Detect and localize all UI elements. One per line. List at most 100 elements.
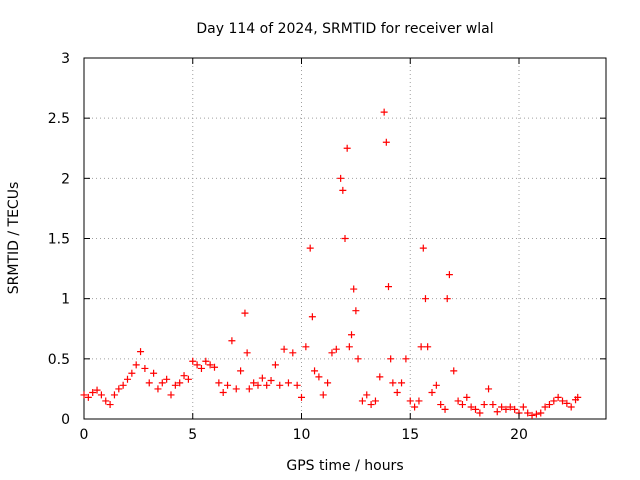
data-point: [128, 369, 136, 377]
data-point: [532, 410, 540, 418]
data-point: [154, 385, 162, 393]
data-point: [137, 348, 145, 356]
data-point: [363, 391, 371, 399]
data-point: [324, 379, 332, 387]
data-point: [115, 385, 123, 393]
y-tick-label: 1.5: [48, 232, 70, 248]
data-point: [184, 375, 192, 383]
data-point: [319, 391, 327, 399]
chart-title: Day 114 of 2024, SRMTID for receiver wla…: [196, 21, 493, 37]
data-point: [176, 379, 184, 387]
data-point: [163, 375, 171, 383]
y-tick-label: 3: [61, 51, 70, 67]
data-point: [563, 399, 571, 407]
data-point: [211, 363, 218, 371]
x-tick-label: 10: [293, 427, 311, 443]
data-point: [243, 349, 251, 357]
data-point: [315, 373, 323, 381]
data-point: [298, 393, 305, 401]
data-point: [241, 309, 249, 317]
data-point: [402, 355, 410, 363]
data-point: [489, 401, 497, 409]
data-point: [339, 186, 347, 194]
data-point: [428, 389, 436, 397]
data-point: [519, 403, 527, 411]
data-point: [545, 401, 553, 409]
data-point: [311, 367, 319, 375]
data-point: [224, 381, 232, 389]
data-point: [250, 379, 258, 387]
data-point: [284, 379, 292, 387]
y-ticks: 0 0.5 1 1.5 2 2.5 3: [48, 51, 606, 428]
data-point: [419, 244, 427, 252]
data-point: [232, 385, 240, 393]
y-tick-label: 2.5: [48, 111, 70, 127]
data-point: [348, 331, 356, 339]
data-point: [567, 403, 575, 411]
data-point: [350, 285, 358, 293]
data-point: [132, 361, 140, 369]
data-point: [171, 381, 179, 389]
data-point: [376, 373, 384, 381]
x-tick-label: 20: [510, 427, 528, 443]
x-axis-label: GPS time / hours: [286, 458, 403, 474]
data-point: [150, 369, 158, 377]
data-point: [476, 409, 484, 417]
data-point: [559, 397, 566, 405]
data-point: [110, 391, 118, 399]
data-point: [189, 357, 197, 365]
data-point: [84, 393, 92, 401]
data-point: [502, 405, 510, 413]
data-point: [167, 391, 175, 399]
data-point: [432, 381, 440, 389]
data-point: [97, 391, 105, 399]
data-point: [258, 374, 266, 382]
data-point: [219, 389, 227, 397]
data-point: [332, 345, 340, 353]
data-point: [554, 393, 562, 401]
data-point: [341, 235, 349, 242]
data-point: [417, 343, 425, 351]
data-point: [437, 401, 445, 409]
data-point: [524, 409, 532, 417]
data-point: [124, 375, 131, 383]
data-point: [237, 367, 245, 375]
data-point: [343, 144, 351, 152]
data-point: [480, 401, 488, 409]
y-tick-label: 1: [61, 292, 70, 308]
data-point: [245, 385, 253, 393]
data-point: [441, 405, 449, 413]
data-point: [382, 138, 390, 146]
x-tick-label: 5: [188, 427, 197, 443]
data-point: [550, 397, 558, 405]
data-point: [276, 381, 284, 389]
data-point: [106, 401, 114, 409]
data-point: [180, 372, 188, 380]
data-point: [458, 401, 466, 409]
data-point: [352, 307, 360, 315]
x-ticks: 0 5 10 15 20: [80, 58, 528, 443]
data-point: [263, 381, 271, 389]
data-point: [271, 361, 279, 369]
data-point: [415, 397, 423, 405]
data-point: [380, 108, 388, 116]
data-point: [506, 403, 514, 411]
data-point: [306, 244, 314, 252]
data-point: [354, 355, 362, 363]
data-point: [411, 403, 419, 411]
data-point: [337, 174, 345, 182]
data-point: [193, 361, 201, 369]
data-point: [511, 405, 519, 413]
data-point: [202, 357, 210, 365]
data-point: [367, 401, 375, 409]
data-point: [541, 403, 549, 411]
data-point: [574, 393, 582, 401]
data-point: [387, 355, 395, 363]
data-point: [308, 313, 316, 321]
data-point: [358, 397, 366, 405]
data-point: [485, 385, 493, 393]
data-point: [80, 391, 88, 399]
data-point: [463, 393, 471, 401]
data-point: [158, 379, 166, 387]
